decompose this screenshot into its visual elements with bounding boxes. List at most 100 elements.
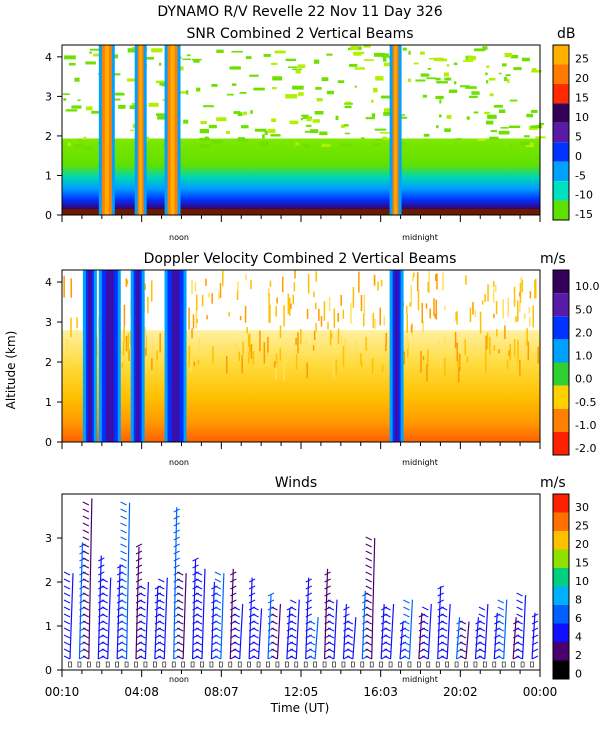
doppler-y-axis: 0 1 2 3 4 — [45, 276, 62, 449]
snr-noon-label: noon — [169, 233, 189, 242]
snr-echo-speck — [62, 93, 70, 95]
colorbar-label: 1.0 — [575, 350, 593, 363]
wind-barb — [233, 634, 240, 639]
snr-echo-speck — [460, 85, 470, 88]
wind-barbs — [63, 498, 539, 668]
doppler-streak — [295, 337, 297, 345]
wind-barb — [176, 592, 184, 597]
snr-echo-speck — [453, 62, 458, 66]
wind-barb — [365, 557, 372, 562]
wind-barb — [459, 641, 467, 646]
doppler-streak — [427, 281, 429, 293]
colorbar-swatch — [553, 161, 569, 182]
doppler-streak — [361, 360, 363, 368]
doppler-streak — [294, 270, 296, 279]
snr-echo-speck — [530, 109, 538, 113]
wind-barb — [516, 606, 523, 611]
wind-barb — [365, 564, 372, 569]
snr-echo-speck — [157, 116, 168, 120]
snr-echo-speck — [384, 108, 391, 112]
snr-echo-speck — [83, 136, 87, 140]
snr-echo-speck — [239, 91, 247, 94]
doppler-streak — [366, 346, 368, 360]
wind-profile-staff — [314, 617, 319, 660]
doppler-streak — [76, 317, 78, 328]
doppler-streak — [147, 296, 149, 314]
colorbar-label: 0.0 — [575, 373, 593, 386]
wind-barb — [82, 599, 90, 604]
wind-barb — [195, 606, 203, 611]
snr-echo-speck — [507, 78, 510, 83]
doppler-streak — [126, 279, 129, 285]
snr-echo-speck — [379, 132, 390, 134]
wind-barb — [192, 557, 199, 562]
wind-barb — [120, 515, 127, 520]
wind-barb — [173, 550, 180, 555]
snr-echo-speck — [301, 114, 309, 117]
snr-echo-speck — [81, 140, 86, 143]
doppler-streak — [125, 335, 128, 352]
snr-echo-speck — [326, 53, 333, 56]
snr-echo-speck — [371, 99, 374, 103]
wind-barb — [327, 634, 335, 639]
snr-echo-speck — [538, 122, 544, 125]
snr-echo-speck — [526, 113, 534, 118]
doppler-streak — [517, 300, 519, 322]
snr-echo-speck — [350, 45, 359, 51]
wind-calm-marker — [388, 661, 393, 668]
doppler-streak — [313, 330, 316, 341]
doppler-streak — [435, 299, 438, 320]
wind-barb — [230, 599, 237, 604]
snr-echo-speck — [408, 50, 411, 55]
doppler-streak — [236, 291, 239, 300]
doppler-panel: Doppler Velocity Combined 2 Vertical Bea… — [4, 251, 600, 467]
wind-barb — [422, 613, 429, 618]
wind-barb — [101, 613, 108, 618]
wind-barb — [82, 634, 90, 639]
wind-calm-marker — [445, 661, 449, 668]
wind-barb — [305, 613, 312, 618]
doppler-streak — [335, 359, 337, 375]
doppler-streak — [458, 353, 461, 372]
doppler-streak — [283, 359, 286, 381]
doppler-streak — [535, 278, 537, 299]
wind-barb — [139, 620, 146, 625]
wind-barb — [82, 641, 90, 646]
snr-echo-speck — [193, 59, 200, 63]
wind-barb — [230, 592, 237, 597]
wind-barb — [82, 606, 90, 611]
wind-barb — [139, 592, 146, 597]
wind-barb — [531, 613, 539, 618]
doppler-streak — [342, 345, 345, 367]
snr-echo-speck — [341, 143, 352, 147]
doppler-streak — [191, 279, 193, 295]
snr-midnight-label: midnight — [402, 233, 438, 242]
wind-barb — [63, 641, 71, 646]
snr-echo-speck — [489, 136, 499, 140]
doppler-streak — [352, 287, 355, 308]
colorbar-swatch — [553, 83, 569, 104]
doppler-streak — [523, 313, 526, 320]
wind-barb — [195, 585, 203, 590]
wind-barb — [120, 599, 127, 604]
snr-echo-speck — [297, 64, 306, 68]
wind-barb — [158, 627, 165, 632]
doppler-streak — [295, 354, 298, 370]
wind-barb — [214, 578, 222, 583]
wind-profile-staff — [163, 577, 168, 660]
doppler-streak — [403, 351, 406, 365]
wind-barb — [403, 613, 410, 618]
snr-echo-speck — [243, 111, 248, 116]
wind-barb — [120, 564, 127, 569]
wind-barb — [214, 648, 222, 653]
snr-echo-speck — [216, 117, 227, 122]
doppler-streak — [275, 364, 277, 380]
doppler-streak — [197, 359, 200, 365]
colorbar-swatch — [553, 660, 569, 679]
wind-barb — [176, 613, 184, 618]
doppler-streak — [411, 322, 414, 337]
doppler-title: Doppler Velocity Combined 2 Vertical Bea… — [144, 251, 457, 267]
wind-calm-marker — [105, 661, 110, 668]
snr-echo-speck — [85, 61, 96, 65]
snr-echo-speck — [371, 113, 376, 118]
